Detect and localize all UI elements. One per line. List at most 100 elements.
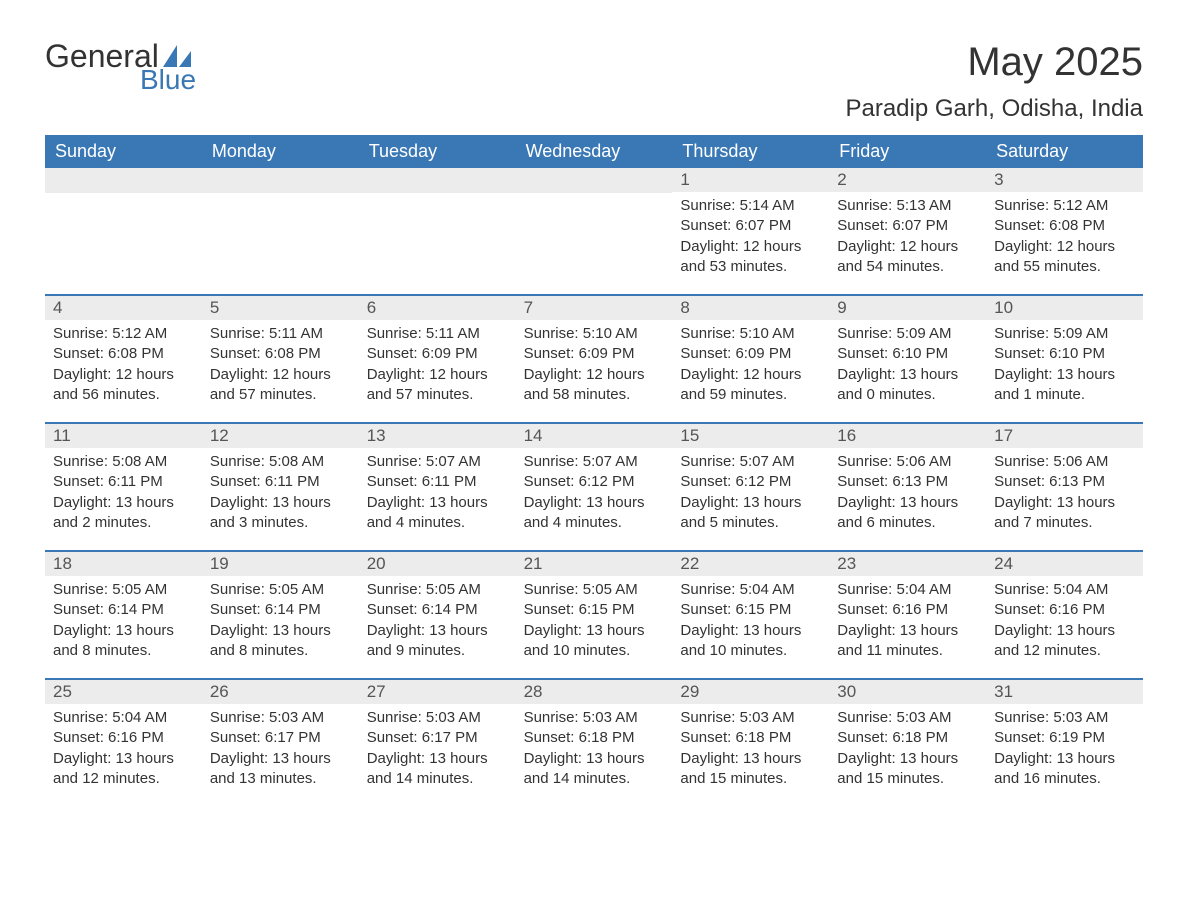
day-number: 6 bbox=[359, 296, 516, 320]
empty-day-header bbox=[45, 168, 202, 193]
day-body: Sunrise: 5:03 AMSunset: 6:18 PMDaylight:… bbox=[829, 704, 986, 797]
week-row: 1Sunrise: 5:14 AMSunset: 6:07 PMDaylight… bbox=[45, 168, 1143, 294]
sunset-line: Sunset: 6:17 PM bbox=[210, 728, 351, 748]
day-number: 18 bbox=[45, 552, 202, 576]
sunset-line: Sunset: 6:16 PM bbox=[53, 728, 194, 748]
sunset-line: Sunset: 6:18 PM bbox=[837, 728, 978, 748]
day-cell: 23Sunrise: 5:04 AMSunset: 6:16 PMDayligh… bbox=[829, 552, 986, 678]
day-cell: 22Sunrise: 5:04 AMSunset: 6:15 PMDayligh… bbox=[672, 552, 829, 678]
sunset-line: Sunset: 6:16 PM bbox=[994, 600, 1135, 620]
day-number: 13 bbox=[359, 424, 516, 448]
daylight-line: Daylight: 13 hours and 4 minutes. bbox=[367, 493, 508, 534]
sunset-line: Sunset: 6:12 PM bbox=[524, 472, 665, 492]
day-number: 16 bbox=[829, 424, 986, 448]
sunrise-line: Sunrise: 5:11 AM bbox=[210, 324, 351, 344]
weekday-header: Tuesday bbox=[359, 135, 516, 168]
day-body: Sunrise: 5:03 AMSunset: 6:18 PMDaylight:… bbox=[516, 704, 673, 797]
daylight-line: Daylight: 13 hours and 10 minutes. bbox=[524, 621, 665, 662]
sunset-line: Sunset: 6:18 PM bbox=[524, 728, 665, 748]
day-body: Sunrise: 5:07 AMSunset: 6:12 PMDaylight:… bbox=[516, 448, 673, 541]
day-number: 11 bbox=[45, 424, 202, 448]
day-number: 17 bbox=[986, 424, 1143, 448]
day-cell: 25Sunrise: 5:04 AMSunset: 6:16 PMDayligh… bbox=[45, 680, 202, 806]
day-cell: 11Sunrise: 5:08 AMSunset: 6:11 PMDayligh… bbox=[45, 424, 202, 550]
sunrise-line: Sunrise: 5:03 AM bbox=[994, 708, 1135, 728]
sunset-line: Sunset: 6:08 PM bbox=[994, 216, 1135, 236]
day-body: Sunrise: 5:04 AMSunset: 6:16 PMDaylight:… bbox=[829, 576, 986, 669]
sunrise-line: Sunrise: 5:09 AM bbox=[994, 324, 1135, 344]
day-body: Sunrise: 5:10 AMSunset: 6:09 PMDaylight:… bbox=[516, 320, 673, 413]
day-number: 4 bbox=[45, 296, 202, 320]
empty-day-header bbox=[516, 168, 673, 193]
daylight-line: Daylight: 13 hours and 11 minutes. bbox=[837, 621, 978, 662]
day-number: 25 bbox=[45, 680, 202, 704]
day-number: 3 bbox=[986, 168, 1143, 192]
month-title: May 2025 bbox=[845, 40, 1143, 85]
day-number: 29 bbox=[672, 680, 829, 704]
weekday-header: Saturday bbox=[986, 135, 1143, 168]
daylight-line: Daylight: 12 hours and 53 minutes. bbox=[680, 237, 821, 278]
sunrise-line: Sunrise: 5:07 AM bbox=[524, 452, 665, 472]
weekday-header: Friday bbox=[829, 135, 986, 168]
day-cell: 4Sunrise: 5:12 AMSunset: 6:08 PMDaylight… bbox=[45, 296, 202, 422]
week-row: 4Sunrise: 5:12 AMSunset: 6:08 PMDaylight… bbox=[45, 294, 1143, 422]
sunrise-line: Sunrise: 5:05 AM bbox=[524, 580, 665, 600]
week-row: 25Sunrise: 5:04 AMSunset: 6:16 PMDayligh… bbox=[45, 678, 1143, 806]
sunrise-line: Sunrise: 5:10 AM bbox=[680, 324, 821, 344]
daylight-line: Daylight: 13 hours and 13 minutes. bbox=[210, 749, 351, 790]
day-cell: 26Sunrise: 5:03 AMSunset: 6:17 PMDayligh… bbox=[202, 680, 359, 806]
sunrise-line: Sunrise: 5:03 AM bbox=[524, 708, 665, 728]
sunrise-line: Sunrise: 5:11 AM bbox=[367, 324, 508, 344]
sunset-line: Sunset: 6:11 PM bbox=[53, 472, 194, 492]
sunrise-line: Sunrise: 5:04 AM bbox=[837, 580, 978, 600]
day-cell: 6Sunrise: 5:11 AMSunset: 6:09 PMDaylight… bbox=[359, 296, 516, 422]
daylight-line: Daylight: 12 hours and 54 minutes. bbox=[837, 237, 978, 278]
day-cell: 30Sunrise: 5:03 AMSunset: 6:18 PMDayligh… bbox=[829, 680, 986, 806]
sunrise-line: Sunrise: 5:05 AM bbox=[53, 580, 194, 600]
daylight-line: Daylight: 12 hours and 55 minutes. bbox=[994, 237, 1135, 278]
daylight-line: Daylight: 13 hours and 12 minutes. bbox=[53, 749, 194, 790]
daylight-line: Daylight: 13 hours and 14 minutes. bbox=[524, 749, 665, 790]
day-number: 21 bbox=[516, 552, 673, 576]
daylight-line: Daylight: 13 hours and 6 minutes. bbox=[837, 493, 978, 534]
sunset-line: Sunset: 6:18 PM bbox=[680, 728, 821, 748]
day-body: Sunrise: 5:05 AMSunset: 6:14 PMDaylight:… bbox=[359, 576, 516, 669]
day-cell: 15Sunrise: 5:07 AMSunset: 6:12 PMDayligh… bbox=[672, 424, 829, 550]
sunset-line: Sunset: 6:09 PM bbox=[367, 344, 508, 364]
daylight-line: Daylight: 13 hours and 15 minutes. bbox=[680, 749, 821, 790]
sunrise-line: Sunrise: 5:04 AM bbox=[680, 580, 821, 600]
day-cell: 10Sunrise: 5:09 AMSunset: 6:10 PMDayligh… bbox=[986, 296, 1143, 422]
day-number: 31 bbox=[986, 680, 1143, 704]
day-cell bbox=[516, 168, 673, 294]
daylight-line: Daylight: 12 hours and 59 minutes. bbox=[680, 365, 821, 406]
sunset-line: Sunset: 6:19 PM bbox=[994, 728, 1135, 748]
day-cell: 27Sunrise: 5:03 AMSunset: 6:17 PMDayligh… bbox=[359, 680, 516, 806]
day-number: 27 bbox=[359, 680, 516, 704]
sunset-line: Sunset: 6:14 PM bbox=[210, 600, 351, 620]
day-number: 28 bbox=[516, 680, 673, 704]
sunrise-line: Sunrise: 5:03 AM bbox=[837, 708, 978, 728]
sunrise-line: Sunrise: 5:08 AM bbox=[210, 452, 351, 472]
daylight-line: Daylight: 12 hours and 58 minutes. bbox=[524, 365, 665, 406]
brand-text-blue: Blue bbox=[140, 66, 196, 94]
weekday-header: Thursday bbox=[672, 135, 829, 168]
day-body: Sunrise: 5:12 AMSunset: 6:08 PMDaylight:… bbox=[45, 320, 202, 413]
daylight-line: Daylight: 13 hours and 16 minutes. bbox=[994, 749, 1135, 790]
day-number: 9 bbox=[829, 296, 986, 320]
day-body: Sunrise: 5:04 AMSunset: 6:16 PMDaylight:… bbox=[986, 576, 1143, 669]
sunset-line: Sunset: 6:17 PM bbox=[367, 728, 508, 748]
sunrise-line: Sunrise: 5:03 AM bbox=[680, 708, 821, 728]
empty-day-header bbox=[359, 168, 516, 193]
day-number: 10 bbox=[986, 296, 1143, 320]
daylight-line: Daylight: 13 hours and 4 minutes. bbox=[524, 493, 665, 534]
sunrise-line: Sunrise: 5:09 AM bbox=[837, 324, 978, 344]
sunrise-line: Sunrise: 5:05 AM bbox=[367, 580, 508, 600]
day-cell: 9Sunrise: 5:09 AMSunset: 6:10 PMDaylight… bbox=[829, 296, 986, 422]
sunrise-line: Sunrise: 5:13 AM bbox=[837, 196, 978, 216]
day-cell: 3Sunrise: 5:12 AMSunset: 6:08 PMDaylight… bbox=[986, 168, 1143, 294]
sunrise-line: Sunrise: 5:07 AM bbox=[367, 452, 508, 472]
sunset-line: Sunset: 6:15 PM bbox=[524, 600, 665, 620]
day-cell: 2Sunrise: 5:13 AMSunset: 6:07 PMDaylight… bbox=[829, 168, 986, 294]
day-body: Sunrise: 5:14 AMSunset: 6:07 PMDaylight:… bbox=[672, 192, 829, 285]
daylight-line: Daylight: 13 hours and 8 minutes. bbox=[210, 621, 351, 662]
